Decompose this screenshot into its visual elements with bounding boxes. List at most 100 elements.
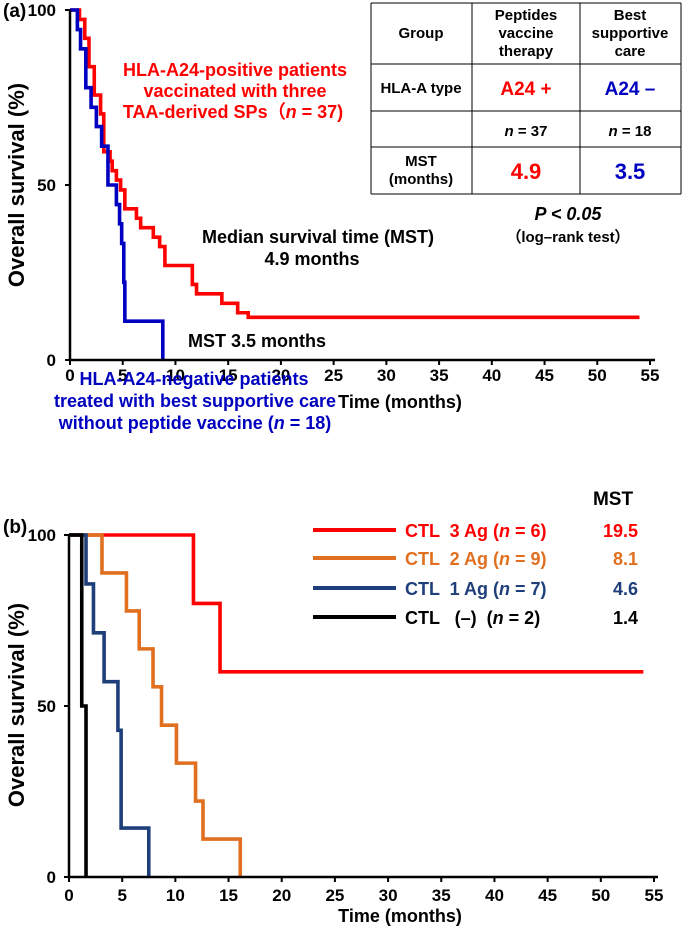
table-mst-label-l2: (months) [389, 171, 453, 188]
legend-mst-header: MST [593, 489, 634, 510]
legend-mst-1ag: 4.6 [613, 579, 638, 599]
panel-b-y-tick-label-0: 0 [47, 868, 56, 887]
table-header-col2-l2: supportive [592, 25, 669, 42]
panel-b-y-tick-label-100: 100 [28, 526, 56, 545]
table-header-col1-l1: Peptides [495, 7, 558, 24]
legend-label-neg-b: = 2) [504, 608, 541, 628]
table-n-vaccine-n: n [505, 123, 514, 140]
panel-b-survival-curve-3 [69, 533, 88, 877]
legend-label-neg-a: CTL (–) ( [405, 608, 493, 628]
table-n-vaccine: n = 37 [505, 123, 548, 140]
panel-b-label: (b) [3, 517, 27, 538]
annot-mst-vaccine-line2: 4.9 months [264, 249, 359, 269]
table-n-bsc-n: n [609, 123, 618, 140]
annot-vaccinated-line3: TAA-derived SPs（n = 37) [123, 102, 343, 122]
summary-table: Group Peptides vaccine therapy Best supp… [370, 2, 682, 195]
annot-pvalue-p: P [535, 204, 548, 224]
annot-bsc-l3-n: n [274, 413, 285, 433]
panel-b-x-tick-label-30: 30 [379, 886, 398, 905]
legend-label-3ag-b: = 6) [510, 521, 547, 541]
legend-label-2ag-b: = 9) [510, 549, 547, 569]
panel-a-x-tick-label-20: 20 [271, 366, 290, 385]
panel-a-ylabel: Overall survival (%) [4, 83, 29, 287]
panel-b-tick-labels: 0 5 10 15 20 25 30 35 40 45 50 55 0 50 100 [28, 526, 664, 905]
table-mst-bsc: 3.5 [615, 159, 646, 184]
panel-a-x-tick-label-0: 0 [65, 366, 74, 385]
annot-vaccinated-line2: vaccinated with three [143, 81, 326, 101]
table-mst-label-l1: MST [405, 153, 437, 170]
panel-a-x-tick-label-15: 15 [219, 366, 238, 385]
annot-logrank: （log–rank test） [506, 228, 629, 246]
panel-a-x-tick-label-50: 50 [588, 366, 607, 385]
panel-b-ylabel: Overall survival (%) [4, 603, 29, 807]
table-header-col1-l2: vaccine [498, 25, 553, 42]
annot-pvalue: P < 0.05 [535, 204, 603, 224]
panel-b: (b) Overall survival (%) 0 5 10 15 20 25 30 35 4… [3, 489, 663, 926]
annot-bsc-line3: without peptide vaccine (n = 18) [58, 413, 332, 433]
panel-a-y-tick-label-0: 0 [47, 351, 56, 370]
legend-mst-neg: 1.4 [613, 608, 638, 628]
panel-b-survival-curve-2 [69, 533, 151, 877]
panel-b-x-tick-label-25: 25 [325, 886, 344, 905]
panel-a-xlabel: Time (months) [338, 392, 462, 412]
annot-vaccinated-l3-b: = 37) [297, 102, 344, 122]
panel-b-x-tick-label-40: 40 [485, 886, 504, 905]
table-mst-vaccine: 4.9 [511, 159, 542, 184]
panel-a-x-tick-label-45: 45 [535, 366, 554, 385]
legend-label-neg: CTL (–) (n = 2) [405, 608, 540, 628]
panel-a-x-tick-label-35: 35 [430, 366, 449, 385]
panel-b-survival-curve-0 [69, 533, 644, 674]
panel-a-tick-labels: 0 5 10 15 20 25 30 35 40 45 50 55 0 50 100 [28, 1, 660, 385]
annot-pvalue-rest: < 0.05 [546, 204, 603, 224]
panel-b-x-tick-label-20: 20 [272, 886, 291, 905]
legend-mst-2ag: 8.1 [613, 549, 638, 569]
panel-a-y-tick-label-100: 100 [28, 1, 56, 20]
annot-bsc-l3-a: without peptide vaccine ( [58, 413, 274, 433]
legend-label-2ag-n: n [499, 549, 510, 569]
legend-label-1ag-a: CTL 1 Ag ( [405, 579, 499, 599]
panel-a-x-tick-label-5: 5 [118, 366, 127, 385]
panel-a-x-tick-label-25: 25 [324, 366, 343, 385]
panel-a-y-tick-label-50: 50 [37, 176, 56, 195]
panel-b-x-tick-label-5: 5 [117, 886, 126, 905]
legend-label-1ag: CTL 1 Ag (n = 7) [405, 579, 547, 599]
panel-a-x-tick-label-10: 10 [166, 366, 185, 385]
legend-label-1ag-b: = 7) [510, 579, 547, 599]
annot-mst-vaccine-line1: Median survival time (MST) [202, 227, 434, 247]
legend-label-neg-n: n [493, 608, 504, 628]
panel-b-x-tick-label-35: 35 [432, 886, 451, 905]
panel-a-x-tick-label-40: 40 [482, 366, 501, 385]
panel-b-x-tick-label-55: 55 [645, 886, 664, 905]
panel-b-xlabel: Time (months) [338, 906, 462, 926]
annot-bsc-line2: treated with best supportive care [54, 391, 336, 411]
annot-bsc-line1: HLA-A24-negative patients [79, 369, 308, 389]
table-hla-label: HLA-A type [380, 80, 461, 97]
panel-b-x-tick-label-15: 15 [219, 886, 238, 905]
table-n-vaccine-val: = 37 [514, 123, 548, 140]
panel-a-label: (a) [3, 1, 26, 22]
table-header-col2-l1: Best [614, 7, 647, 24]
table-n-bsc: n = 18 [609, 123, 652, 140]
legend-mst-3ag: 19.5 [603, 521, 638, 541]
panel-b-x-tick-label-10: 10 [166, 886, 185, 905]
table-header-group: Group [399, 25, 444, 42]
panel-b-x-tick-label-0: 0 [64, 886, 73, 905]
legend-label-2ag: CTL 2 Ag (n = 9) [405, 549, 547, 569]
legend-label-3ag-n: n [499, 521, 510, 541]
legend-label-3ag-a: CTL 3 Ag ( [405, 521, 499, 541]
panel-b-legend: MST CTL 3 Ag (n = 6) CTL 2 Ag (n = 9) CT… [313, 489, 638, 628]
panel-a-x-tick-label-30: 30 [377, 366, 396, 385]
legend-label-1ag-n: n [499, 579, 510, 599]
panel-a-survival-curve-1 [70, 8, 165, 360]
panel-a: (a) Overall survival (%) 0 5 10 15 20 25 30 35 4… [3, 1, 682, 433]
legend-label-3ag: CTL 3 Ag (n = 6) [405, 521, 547, 541]
annot-vaccinated-line1: HLA-A24-positive patients [123, 60, 347, 80]
panel-b-x-tick-label-50: 50 [591, 886, 610, 905]
legend-label-2ag-a: CTL 2 Ag ( [405, 549, 499, 569]
panel-b-x-tick-label-45: 45 [538, 886, 557, 905]
panel-a-curves [70, 8, 640, 360]
panel-a-survival-curve-0 [70, 8, 640, 320]
annot-mst-bsc: MST 3.5 months [188, 331, 326, 351]
table-header-col2-l3: care [615, 43, 646, 60]
